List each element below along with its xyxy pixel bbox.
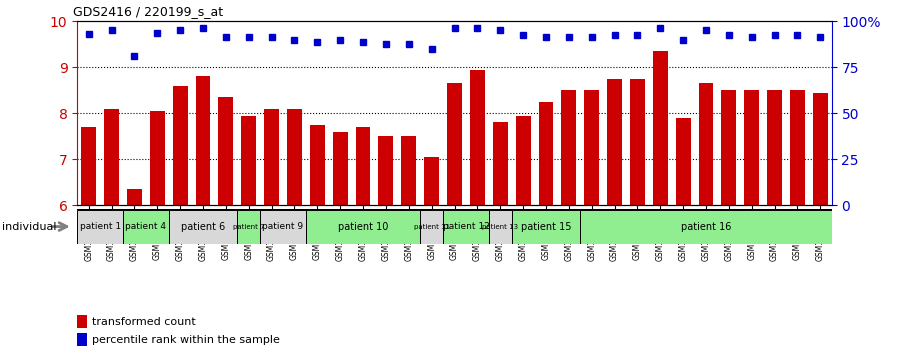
Text: GDS2416 / 220199_s_at: GDS2416 / 220199_s_at — [73, 5, 223, 18]
Bar — [562, 90, 576, 205]
Bar — [538, 102, 554, 205]
Bar — [306, 210, 420, 244]
Text: patient 11: patient 11 — [414, 224, 450, 229]
Bar — [378, 136, 394, 205]
Bar — [420, 210, 443, 244]
Bar — [77, 333, 87, 346]
Bar — [767, 90, 782, 205]
Text: patient 13: patient 13 — [482, 224, 518, 229]
Bar — [195, 76, 211, 205]
Bar — [402, 136, 416, 205]
Bar — [607, 79, 622, 205]
Bar — [333, 132, 347, 205]
Text: patient 7: patient 7 — [233, 224, 265, 229]
Text: individual: individual — [2, 222, 56, 232]
Bar — [241, 115, 256, 205]
Bar — [580, 210, 832, 244]
Bar — [123, 210, 169, 244]
Bar — [790, 90, 804, 205]
Bar — [77, 315, 87, 328]
Text: patient 6: patient 6 — [181, 222, 225, 232]
Bar — [489, 210, 512, 244]
Text: patient 15: patient 15 — [521, 222, 571, 232]
Text: patient 1: patient 1 — [80, 222, 121, 231]
Text: patient 9: patient 9 — [263, 222, 304, 231]
Bar — [287, 109, 302, 205]
Bar — [630, 79, 644, 205]
Bar — [470, 70, 484, 205]
Text: patient 10: patient 10 — [338, 222, 388, 232]
Bar — [81, 127, 96, 205]
Text: patient 16: patient 16 — [681, 222, 731, 232]
Bar — [675, 118, 691, 205]
Bar — [493, 122, 507, 205]
Bar — [169, 210, 237, 244]
Text: patient 4: patient 4 — [125, 222, 166, 231]
Bar — [105, 109, 119, 205]
Text: transformed count: transformed count — [92, 316, 195, 327]
Bar — [77, 210, 123, 244]
Bar — [584, 90, 599, 205]
Bar — [425, 157, 439, 205]
Bar — [260, 210, 306, 244]
Bar — [447, 83, 462, 205]
Bar — [744, 90, 759, 205]
Bar — [218, 97, 234, 205]
Bar — [310, 125, 325, 205]
Text: percentile rank within the sample: percentile rank within the sample — [92, 335, 280, 344]
Bar — [443, 210, 489, 244]
Bar — [813, 93, 828, 205]
Bar — [173, 86, 187, 205]
Text: patient 12: patient 12 — [443, 222, 489, 231]
Bar — [512, 210, 580, 244]
Bar — [265, 109, 279, 205]
Bar — [515, 115, 531, 205]
Bar — [698, 83, 714, 205]
Bar — [722, 90, 736, 205]
Bar — [127, 189, 142, 205]
Bar — [150, 111, 165, 205]
Bar — [237, 210, 260, 244]
Bar — [355, 127, 371, 205]
Bar — [653, 51, 668, 205]
